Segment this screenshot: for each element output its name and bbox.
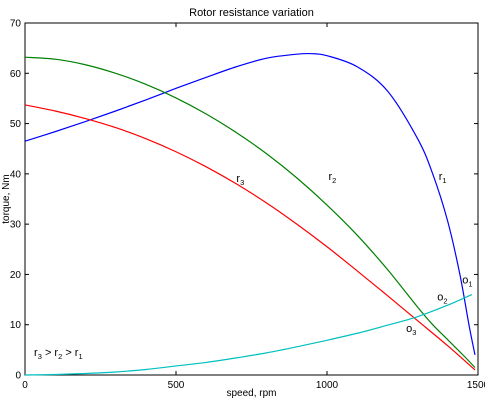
annotations-group: r1 r2 r3 o1 o2 o3 r3 > r2 > r1 — [34, 171, 473, 361]
y-tick-label: 10 — [10, 320, 22, 331]
curve-label-o1: o1 — [462, 274, 472, 288]
y-tick-label: 70 — [10, 19, 22, 30]
series-line-r3 — [24, 104, 476, 371]
plot-area — [24, 22, 479, 376]
y-tick-label: 50 — [10, 119, 22, 130]
chart-title: Rotor resistance variation — [189, 7, 314, 19]
curve-label-r3: r3 — [236, 173, 244, 187]
series-line-r1 — [24, 52, 476, 356]
curve-label-r1: r1 — [439, 171, 447, 185]
curve-label-o2: o2 — [437, 292, 447, 306]
y-tick-label: 0 — [15, 371, 21, 382]
series-line-r2 — [24, 56, 476, 368]
y-tick-label: 20 — [10, 270, 22, 281]
y-tick-label: 30 — [10, 220, 22, 231]
y-tick-label: 40 — [10, 169, 22, 180]
series-line-o — [24, 293, 473, 376]
x-tick-label: 500 — [168, 380, 185, 391]
x-tick-label: 0 — [22, 380, 28, 391]
curve-label-r2: r2 — [329, 171, 337, 185]
x-axis-label: speed, rpm — [226, 388, 276, 399]
y-axis-label: torque, Nm — [1, 174, 12, 223]
inequality-label: r3 > r2 > r1 — [34, 347, 83, 361]
series-group — [24, 52, 476, 376]
x-tick-label: 1000 — [316, 380, 339, 391]
y-tick-label: 60 — [10, 69, 22, 80]
curve-label-o3: o3 — [406, 323, 416, 337]
